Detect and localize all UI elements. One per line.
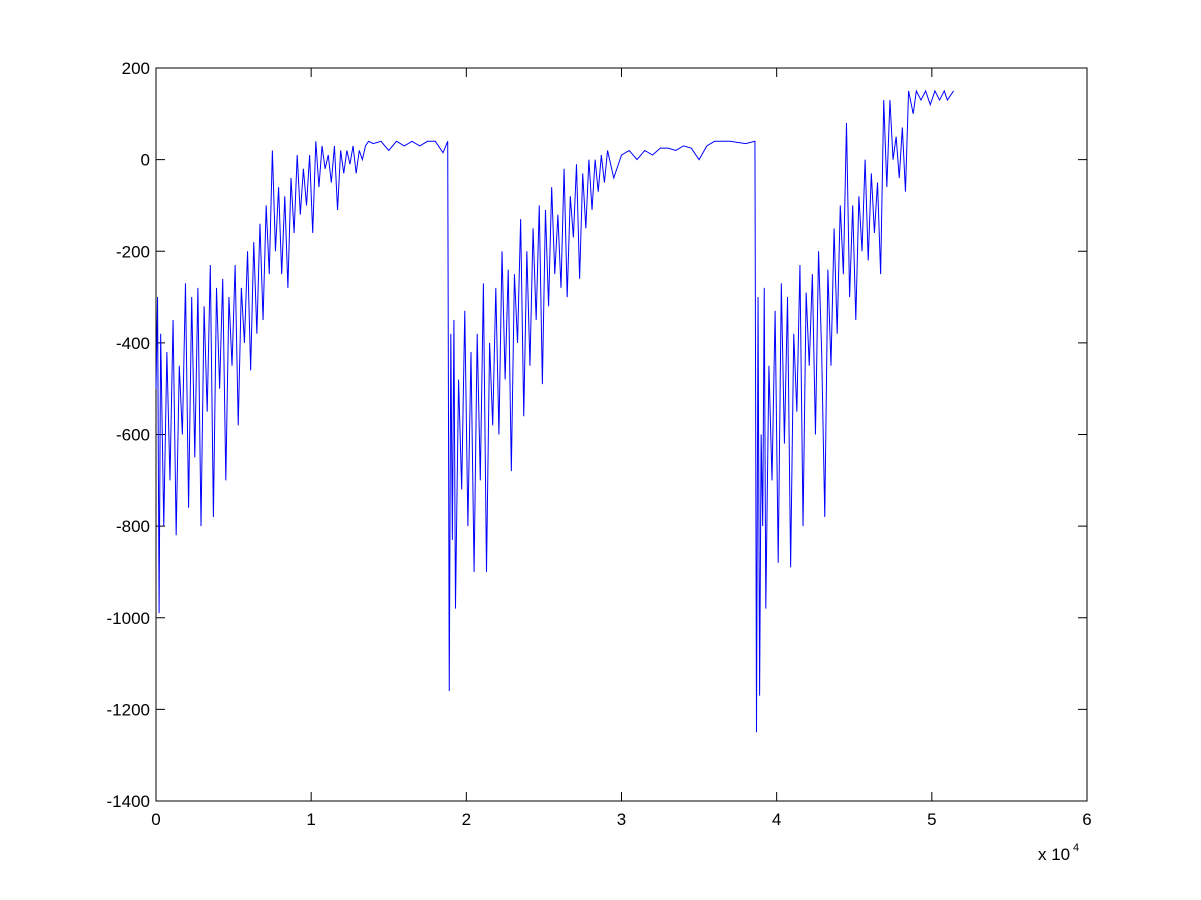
x-multiplier: x 10 [1038,845,1070,864]
y-tick-label: -400 [116,334,150,353]
y-tick-label: -200 [116,242,150,261]
y-tick-label: -1400 [107,792,150,811]
y-tick-label: -600 [116,426,150,445]
y-tick-label: 200 [122,59,150,78]
x-tick-label: 3 [617,810,626,829]
x-tick-label: 1 [306,810,315,829]
x-tick-label: 2 [462,810,471,829]
y-tick-label: -1200 [107,700,150,719]
x-multiplier-exponent: 4 [1073,842,1079,854]
x-tick-label: 5 [927,810,936,829]
x-tick-label: 4 [772,810,781,829]
y-tick-label: -1000 [107,609,150,628]
y-tick-label: -800 [116,517,150,536]
y-tick-label: 0 [141,151,150,170]
plot-box [155,67,1088,802]
x-tick-label: 0 [151,810,160,829]
x-tick-label: 6 [1082,810,1091,829]
data-line [155,89,954,733]
